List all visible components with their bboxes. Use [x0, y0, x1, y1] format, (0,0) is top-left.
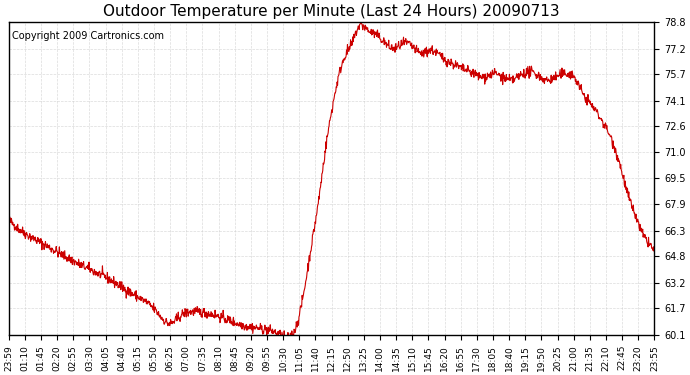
Text: Copyright 2009 Cartronics.com: Copyright 2009 Cartronics.com [12, 31, 164, 41]
Title: Outdoor Temperature per Minute (Last 24 Hours) 20090713: Outdoor Temperature per Minute (Last 24 … [104, 4, 560, 19]
